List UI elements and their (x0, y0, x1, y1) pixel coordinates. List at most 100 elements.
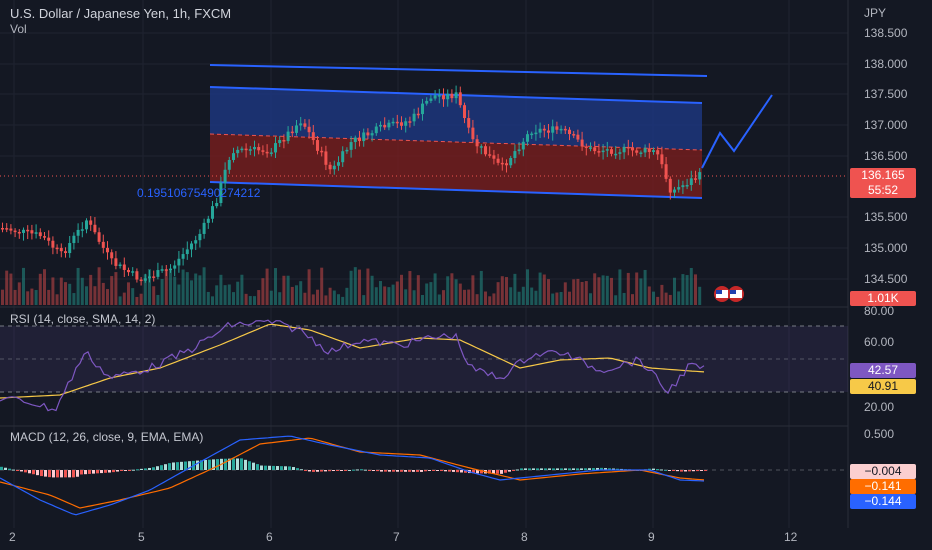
candle-body[interactable] (635, 150, 639, 153)
candle-body[interactable] (673, 189, 676, 193)
candle-body[interactable] (538, 128, 542, 133)
channel-lower-line[interactable] (209, 181, 703, 199)
candle-body[interactable] (698, 172, 702, 180)
candle-body[interactable] (68, 243, 72, 254)
candle-body[interactable] (290, 131, 294, 134)
candle-body[interactable] (316, 140, 319, 151)
us-flag-icon[interactable] (714, 286, 744, 302)
candle-body[interactable] (458, 92, 462, 106)
candle-body[interactable] (421, 103, 424, 115)
candle-body[interactable] (265, 151, 269, 154)
candle-body[interactable] (656, 150, 660, 155)
channel-outer-line[interactable] (209, 64, 708, 77)
candle-body[interactable] (412, 113, 416, 122)
candle-body[interactable] (647, 148, 651, 153)
candle-body[interactable] (416, 113, 420, 116)
candle-body[interactable] (198, 233, 202, 241)
candle-body[interactable] (362, 132, 366, 142)
candle-body[interactable] (244, 148, 248, 151)
candle-body[interactable] (55, 247, 59, 250)
candle-body[interactable] (643, 148, 647, 153)
candle-body[interactable] (177, 258, 181, 266)
candle-body[interactable] (152, 276, 156, 278)
candle-body[interactable] (475, 139, 479, 147)
candle-body[interactable] (261, 150, 265, 152)
candle-body[interactable] (366, 132, 370, 136)
candle-body[interactable] (139, 279, 143, 282)
candle-body[interactable] (488, 154, 492, 156)
candle-body[interactable] (72, 235, 76, 244)
candle-body[interactable] (22, 229, 25, 233)
candle-body[interactable] (463, 105, 466, 119)
candle-body[interactable] (639, 152, 643, 154)
candle-body[interactable] (505, 163, 508, 166)
candle-body[interactable] (1, 228, 4, 230)
candle-body[interactable] (391, 121, 395, 124)
candle-body[interactable] (429, 98, 433, 101)
candle-body[interactable] (114, 258, 118, 266)
candle-body[interactable] (551, 126, 555, 133)
candle-body[interactable] (521, 141, 525, 150)
candle-body[interactable] (211, 206, 214, 219)
candle-body[interactable] (278, 140, 282, 144)
candle-body[interactable] (190, 243, 193, 250)
candle-body[interactable] (26, 229, 30, 232)
candle-body[interactable] (425, 100, 429, 104)
candle-body[interactable] (135, 271, 139, 280)
candle-body[interactable] (43, 236, 46, 238)
candle-body[interactable] (652, 150, 655, 153)
candle-body[interactable] (240, 148, 244, 151)
candle-body[interactable] (9, 228, 13, 231)
candle-body[interactable] (332, 165, 336, 170)
candle-body[interactable] (232, 153, 235, 160)
candle-body[interactable] (584, 146, 588, 148)
candle-body[interactable] (127, 269, 130, 273)
candle-body[interactable] (295, 125, 298, 133)
candle-body[interactable] (555, 126, 559, 130)
candle-body[interactable] (274, 143, 277, 153)
candle-body[interactable] (148, 276, 151, 279)
candle-body[interactable] (353, 137, 357, 143)
candlesticks[interactable] (1, 85, 702, 286)
candle-body[interactable] (572, 134, 576, 136)
candle-body[interactable] (589, 147, 592, 149)
candle-body[interactable] (685, 185, 689, 187)
candle-body[interactable] (534, 132, 538, 135)
candle-body[interactable] (97, 232, 101, 242)
candle-body[interactable] (404, 121, 408, 126)
candle-body[interactable] (324, 151, 328, 165)
candle-body[interactable] (664, 164, 668, 179)
candle-body[interactable] (101, 241, 105, 248)
candle-body[interactable] (248, 149, 252, 151)
candle-body[interactable] (614, 153, 618, 156)
candle-body[interactable] (122, 264, 126, 270)
candle-body[interactable] (467, 118, 471, 128)
candle-body[interactable] (328, 164, 332, 170)
candle-body[interactable] (13, 230, 17, 233)
candle-body[interactable] (64, 251, 67, 254)
candle-body[interactable] (400, 122, 403, 126)
candle-body[interactable] (257, 147, 261, 151)
candle-body[interactable] (694, 178, 697, 180)
candle-body[interactable] (303, 123, 307, 127)
candle-body[interactable] (269, 152, 273, 154)
candle-body[interactable] (131, 271, 135, 273)
candle-body[interactable] (59, 247, 63, 252)
candle-body[interactable] (143, 278, 147, 281)
candle-body[interactable] (496, 158, 500, 163)
candle-body[interactable] (601, 150, 605, 153)
candle-body[interactable] (471, 127, 475, 140)
candle-body[interactable] (559, 128, 563, 131)
candle-body[interactable] (202, 222, 206, 234)
candle-body[interactable] (110, 252, 114, 259)
candle-body[interactable] (576, 134, 580, 140)
candle-body[interactable] (156, 270, 160, 277)
candle-body[interactable] (17, 231, 21, 234)
candle-body[interactable] (93, 224, 97, 233)
candle-body[interactable] (383, 124, 387, 128)
candle-body[interactable] (164, 269, 168, 271)
candle-body[interactable] (593, 147, 597, 152)
candle-body[interactable] (500, 162, 504, 165)
candle-body[interactable] (106, 247, 109, 253)
